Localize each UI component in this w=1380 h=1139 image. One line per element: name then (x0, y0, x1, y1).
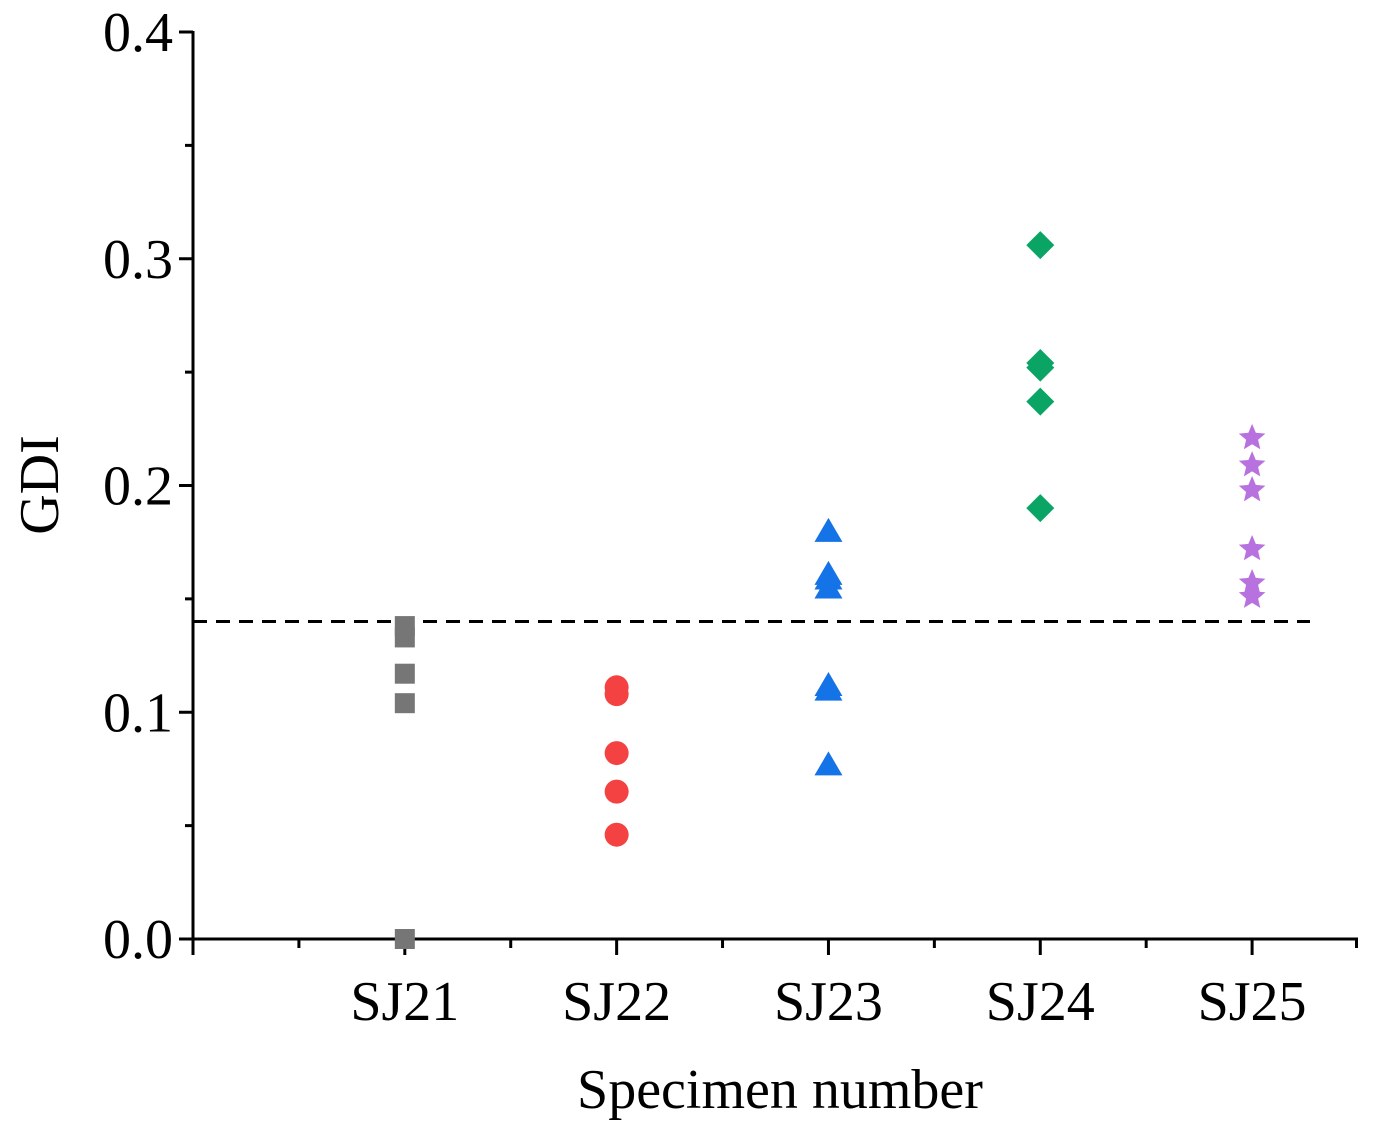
point (1238, 476, 1266, 502)
y-tick-label: 0.0 (103, 909, 173, 971)
point (1238, 535, 1266, 561)
point (814, 676, 843, 701)
point (604, 741, 629, 766)
point (814, 574, 843, 599)
point (814, 517, 843, 542)
point (1026, 494, 1055, 523)
point (1238, 582, 1266, 608)
y-tick-label: 0.4 (103, 2, 173, 64)
x-tick-label: SJ22 (562, 971, 671, 1033)
point (1026, 353, 1055, 382)
point (1238, 569, 1266, 595)
point (394, 627, 415, 648)
point (394, 693, 415, 714)
point (1238, 423, 1266, 450)
x-tick-label: SJ23 (774, 971, 883, 1033)
point (604, 822, 629, 847)
point (394, 929, 415, 949)
point (1238, 451, 1266, 477)
y-axis-label: GDI (9, 435, 71, 535)
point (814, 751, 843, 776)
x-axis-label: Specimen number (577, 1059, 983, 1121)
x-tick-label: SJ25 (1198, 971, 1307, 1033)
x-tick-label: SJ21 (350, 971, 459, 1033)
y-tick-label: 0.1 (103, 682, 173, 744)
y-tick-label: 0.3 (103, 229, 173, 291)
point (604, 779, 629, 804)
point (1026, 231, 1055, 260)
y-tick-label: 0.2 (103, 456, 173, 518)
point (1026, 387, 1055, 416)
point (604, 682, 629, 707)
point (394, 663, 415, 684)
x-tick-label: SJ24 (986, 971, 1095, 1033)
